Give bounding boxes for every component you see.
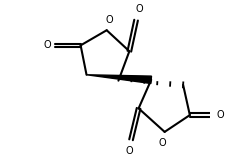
- Text: O: O: [105, 15, 113, 25]
- Text: O: O: [125, 146, 133, 156]
- Text: O: O: [135, 4, 143, 14]
- Text: O: O: [43, 40, 51, 50]
- Text: O: O: [159, 138, 166, 148]
- Polygon shape: [86, 75, 151, 83]
- Text: O: O: [216, 110, 224, 120]
